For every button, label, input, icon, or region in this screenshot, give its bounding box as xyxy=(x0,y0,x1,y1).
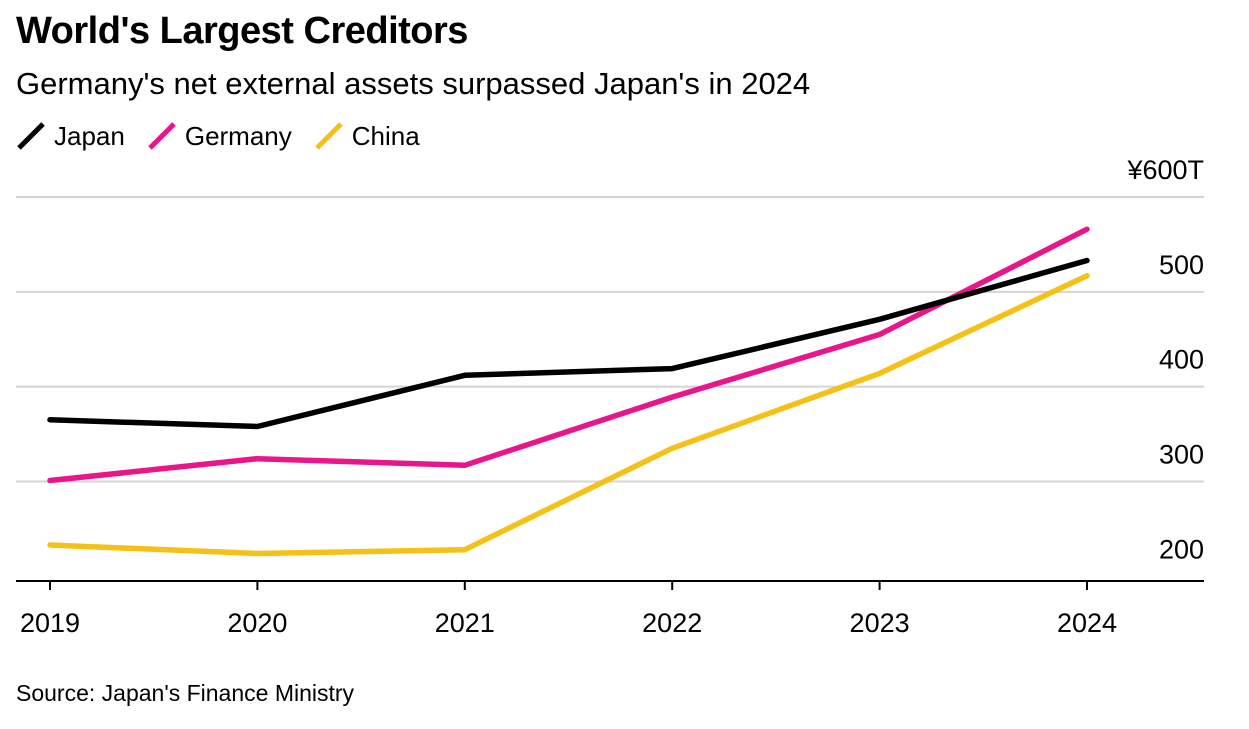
x-tick-label-2022: 2022 xyxy=(642,608,702,638)
x-tick-label-2019: 2019 xyxy=(20,608,80,638)
legend-swatch-china-line xyxy=(314,122,343,150)
y-tick-label-400: 400 xyxy=(1159,345,1204,375)
y-tick-label-200: 200 xyxy=(1159,534,1204,564)
gridlines xyxy=(16,196,1204,483)
legend-item-china: China xyxy=(314,121,420,152)
legend-label-germany: Germany xyxy=(184,120,292,151)
y-tick-label-500: 500 xyxy=(1159,250,1204,280)
legend-swatch-japan xyxy=(17,122,45,150)
x-tick-label-2021: 2021 xyxy=(435,608,495,638)
tick-labels: 200 300 400 500 ¥600T 2019 2020 2021 2022 2023 202… xyxy=(20,155,1204,638)
legend-label-japan: Japan xyxy=(54,120,125,151)
legend-swatch-germany-line xyxy=(148,122,176,150)
legend-label-china: China xyxy=(351,120,420,151)
series-line-japan xyxy=(47,257,1090,430)
x-tick-label-2023: 2023 xyxy=(850,608,910,638)
y-tick-label-600: ¥600T xyxy=(1126,155,1204,185)
chart-title: World's Largest Creditors xyxy=(16,10,468,52)
source-note: Source: Japan's Finance Ministry xyxy=(16,680,355,706)
legend-swatch-japan-line xyxy=(17,122,45,150)
x-axis xyxy=(16,580,1204,590)
legend-item-germany: Germany xyxy=(147,121,292,152)
chart-subtitle: Germany's net external assets surpassed … xyxy=(16,66,811,101)
series-line-germany xyxy=(47,226,1090,484)
x-tick-label-2024: 2024 xyxy=(1057,608,1117,638)
legend-swatch-germany xyxy=(148,122,176,150)
series-lines xyxy=(47,226,1090,557)
legend-swatch-china xyxy=(314,122,343,150)
legend: Japan Germany China xyxy=(16,118,442,154)
legend-item-japan: Japan xyxy=(16,121,125,152)
series-line-china xyxy=(47,272,1090,557)
y-tick-label-300: 300 xyxy=(1159,439,1204,469)
x-tick-label-2020: 2020 xyxy=(227,608,287,638)
